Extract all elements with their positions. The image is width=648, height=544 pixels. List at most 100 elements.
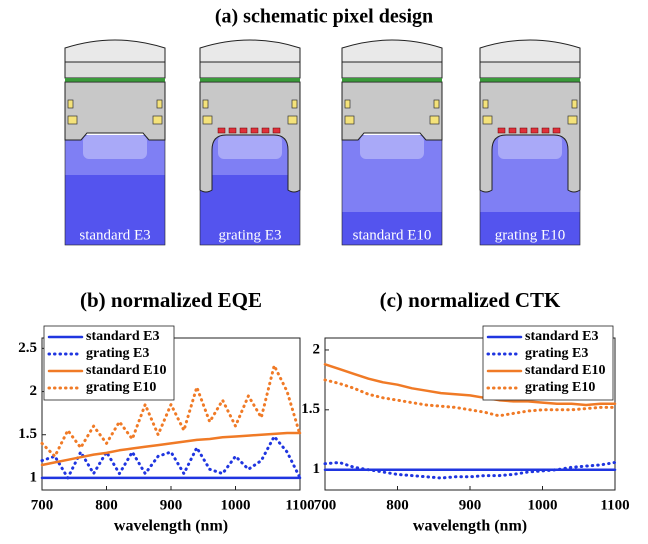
grating-tooth (250, 127, 259, 134)
pixel-label: grating E10 (495, 227, 565, 243)
grating-tooth (272, 127, 281, 134)
series-line (40, 364, 302, 458)
isolation (64, 81, 166, 141)
legend-label: grating E3 (525, 346, 588, 361)
series-line (323, 461, 617, 480)
green-layer (65, 78, 165, 82)
legend-label: grating E3 (86, 346, 149, 361)
x-tick-label: 1000 (528, 497, 558, 513)
series-line (323, 378, 617, 418)
metal (152, 115, 163, 125)
trench (199, 81, 301, 193)
series-line (323, 363, 617, 407)
series-line (40, 431, 302, 467)
pixel-outline (479, 81, 581, 246)
grating-tooth (217, 127, 226, 134)
chart-title: (c) normalized CTK (380, 288, 561, 312)
y-tick-label: 2 (313, 341, 321, 357)
filter (479, 61, 581, 79)
pixel-label: standard E3 (79, 227, 150, 243)
pixel-label: grating E3 (219, 227, 282, 243)
x-tick-label: 1100 (285, 497, 314, 513)
photodiode-top (498, 135, 562, 159)
photodiode-top (83, 135, 147, 159)
pixel-outline (64, 81, 166, 246)
green-layer (342, 78, 442, 82)
green-layer (480, 78, 580, 82)
filter (199, 61, 301, 79)
grating-tooth (497, 127, 506, 134)
pixel-outline (199, 81, 301, 246)
substrate-dark (65, 175, 165, 245)
pixel: grating E3 (199, 39, 301, 246)
photodiode-top (218, 135, 282, 159)
x-tick-label: 700 (31, 497, 54, 513)
pixel: standard E3 (64, 39, 166, 246)
substrate-dark (342, 212, 442, 245)
legend-label: standard E3 (525, 329, 599, 344)
y-tick-label: 2 (30, 383, 38, 399)
metal (156, 99, 163, 109)
legend-label: standard E3 (86, 329, 160, 344)
grating-tooth (228, 127, 237, 134)
legend-label: standard E10 (525, 363, 606, 378)
metal (202, 99, 209, 109)
grating-tooth (239, 127, 248, 134)
trench (479, 81, 581, 193)
x-tick-label: 1000 (221, 497, 251, 513)
pixel-outline (341, 81, 443, 246)
metal (344, 115, 355, 125)
x-axis-label: wavelength (nm) (114, 518, 228, 535)
metal (482, 115, 493, 125)
metal (482, 99, 489, 109)
x-tick-label: 900 (459, 497, 482, 513)
metal (567, 115, 578, 125)
microlens (199, 39, 301, 63)
y-tick-label: 1 (30, 469, 38, 485)
figure-title: (a) schematic pixel design (215, 6, 433, 28)
grating-tooth (552, 127, 561, 134)
legend-label: standard E10 (86, 363, 167, 378)
chart-title: (b) normalized EQE (80, 288, 262, 312)
x-tick-label: 800 (95, 497, 118, 513)
metal (202, 115, 213, 125)
filter (64, 61, 166, 79)
metal (291, 99, 298, 109)
green-layer (200, 78, 300, 82)
y-tick-label: 1.5 (301, 401, 320, 417)
y-tick-label: 1 (313, 461, 321, 477)
grating-tooth (519, 127, 528, 134)
substrate-dark (200, 175, 300, 245)
legend-label: grating E10 (525, 380, 595, 395)
pixel: standard E10 (341, 39, 443, 246)
metal (433, 99, 440, 109)
microlens (64, 39, 166, 63)
grating-tooth (530, 127, 539, 134)
x-tick-label: 700 (314, 497, 337, 513)
metal (429, 115, 440, 125)
grating-tooth (508, 127, 517, 134)
x-axis-label: wavelength (nm) (413, 518, 527, 535)
x-tick-label: 900 (160, 497, 183, 513)
metal (67, 99, 74, 109)
pixel: grating E10 (479, 39, 581, 246)
metal (287, 115, 298, 125)
metal (344, 99, 351, 109)
y-tick-label: 2.5 (18, 340, 37, 356)
microlens (341, 39, 443, 63)
filter (341, 61, 443, 79)
substrate-dark (480, 212, 580, 245)
y-tick-label: 1.5 (18, 426, 37, 442)
metal (571, 99, 578, 109)
legend-label: grating E10 (86, 380, 156, 395)
pixel-label: standard E10 (353, 227, 432, 243)
x-tick-label: 1100 (600, 497, 629, 513)
microlens (479, 39, 581, 63)
isolation (341, 81, 443, 141)
grating-tooth (261, 127, 270, 134)
metal (67, 115, 78, 125)
x-tick-label: 800 (386, 497, 409, 513)
series-line (40, 435, 302, 480)
photodiode-top (360, 135, 424, 159)
